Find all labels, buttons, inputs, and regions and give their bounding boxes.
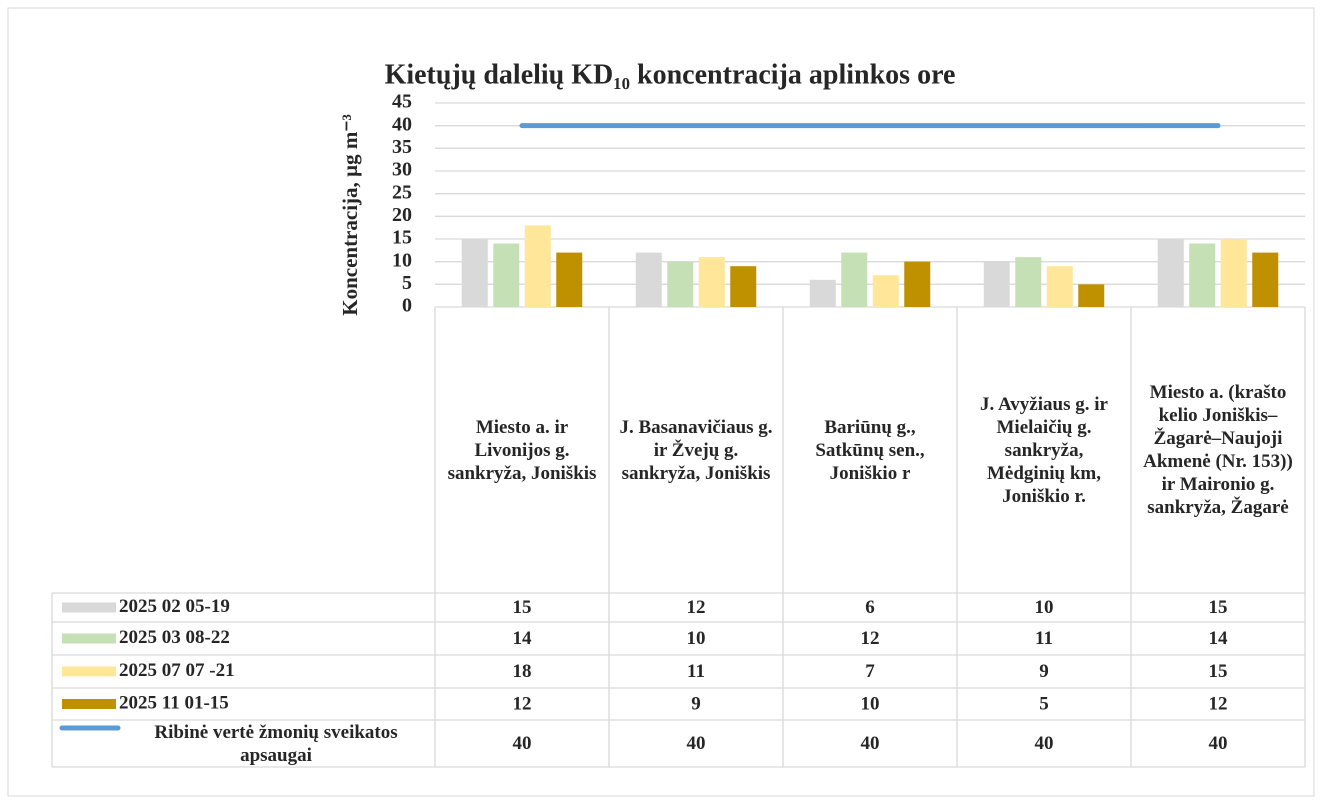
y-tick-label: 20 xyxy=(392,204,412,226)
table-value: 7 xyxy=(865,661,875,682)
y-axis-label: Koncentracija, µg m⁻³ xyxy=(338,114,362,316)
table-value: 9 xyxy=(1039,661,1049,682)
legend-key xyxy=(62,602,116,613)
y-tick-label: 0 xyxy=(402,295,412,317)
category-label: J. Basanavičiaus g. ir Žvejų g. sankryža… xyxy=(619,416,773,484)
bar xyxy=(698,257,725,307)
bar xyxy=(872,275,899,307)
y-tick-label: 25 xyxy=(392,181,412,203)
category-label-box: J. Avyžiaus g. ir Mielaičių g. sankryža,… xyxy=(980,393,1108,507)
bar xyxy=(904,261,931,307)
table-value: 10 xyxy=(1035,597,1054,618)
bar xyxy=(730,266,757,307)
bar xyxy=(1220,239,1247,307)
table-value: 14 xyxy=(513,628,533,649)
table-value: 14 xyxy=(1209,628,1229,649)
category-label: J. Avyžiaus g. ir Mielaičių g. sankryža,… xyxy=(980,393,1108,507)
chart-title: Kietųjų dalelių KD₁₀ koncentracija aplin… xyxy=(385,59,956,90)
table-value: 15 xyxy=(513,597,532,618)
bar xyxy=(1157,239,1184,307)
y-tick-label: 10 xyxy=(392,249,412,271)
legend-label-box: Ribinė vertė žmonių sveikatos apsaugai xyxy=(154,721,398,766)
bar xyxy=(635,252,662,307)
legend-key xyxy=(62,699,116,709)
bar xyxy=(809,279,836,307)
chart-frame xyxy=(7,7,1315,797)
category-label: Miesto a. (krašto kelio Joniškis–Žagarė–… xyxy=(1143,382,1293,518)
bar xyxy=(841,252,868,307)
y-tick-label: 45 xyxy=(392,91,412,113)
y-tick-label: 35 xyxy=(392,136,412,158)
bar xyxy=(493,243,520,307)
bar xyxy=(1078,284,1105,307)
y-tick-label: 15 xyxy=(392,227,412,249)
bar xyxy=(461,239,488,307)
category-label: Miesto a. ir Livonijos g. sankryža, Joni… xyxy=(447,416,597,484)
y-tick-label: 30 xyxy=(392,159,412,181)
bar xyxy=(1015,257,1042,307)
category-label-box: Miesto a. ir Livonijos g. sankryža, Joni… xyxy=(447,416,597,484)
table-value: 11 xyxy=(1035,628,1053,649)
table-value: 12 xyxy=(513,693,532,714)
legend-label: 2025 02 05-19 xyxy=(119,596,230,617)
bar xyxy=(1189,243,1216,307)
table-value: 10 xyxy=(687,628,706,649)
table-value: 12 xyxy=(687,597,706,618)
table-value: 40 xyxy=(513,733,532,754)
category-label: Bariūnų g., Satkūnų sen., Joniškio r xyxy=(815,416,925,484)
bar xyxy=(983,261,1010,307)
bar xyxy=(524,225,551,307)
bar xyxy=(556,252,583,307)
y-tick-label: 40 xyxy=(392,113,412,135)
legend-label: Ribinė vertė žmonių sveikatos apsaugai xyxy=(154,721,398,766)
bar xyxy=(1046,266,1073,307)
table-value: 9 xyxy=(691,693,701,714)
bar xyxy=(667,261,694,307)
legend-label: 2025 03 08-22 xyxy=(119,627,230,648)
table-value: 40 xyxy=(687,733,706,754)
bar xyxy=(1252,252,1279,307)
y-tick-label: 5 xyxy=(402,272,412,294)
table-value: 15 xyxy=(1209,597,1228,618)
legend-key xyxy=(62,633,116,644)
legend-label: 2025 11 01-15 xyxy=(119,692,229,713)
table-value: 40 xyxy=(1035,733,1054,754)
legend-label: 2025 07 07 -21 xyxy=(119,660,235,681)
table-value: 10 xyxy=(861,693,880,714)
table-value: 12 xyxy=(1209,693,1228,714)
table-value: 12 xyxy=(861,628,880,649)
table-value: 6 xyxy=(865,597,875,618)
category-label-box: Miesto a. (krašto kelio Joniškis–Žagarė–… xyxy=(1143,382,1293,518)
category-label-box: J. Basanavičiaus g. ir Žvejų g. sankryža… xyxy=(619,416,773,484)
category-label-box: Bariūnų g., Satkūnų sen., Joniškio r xyxy=(815,416,925,484)
table-value: 40 xyxy=(1209,733,1228,754)
table-value: 11 xyxy=(687,661,705,682)
table-value: 15 xyxy=(1209,661,1228,682)
table-value: 40 xyxy=(861,733,880,754)
legend-key xyxy=(62,666,116,677)
table-value: 5 xyxy=(1039,693,1049,714)
table-value: 18 xyxy=(513,661,532,682)
